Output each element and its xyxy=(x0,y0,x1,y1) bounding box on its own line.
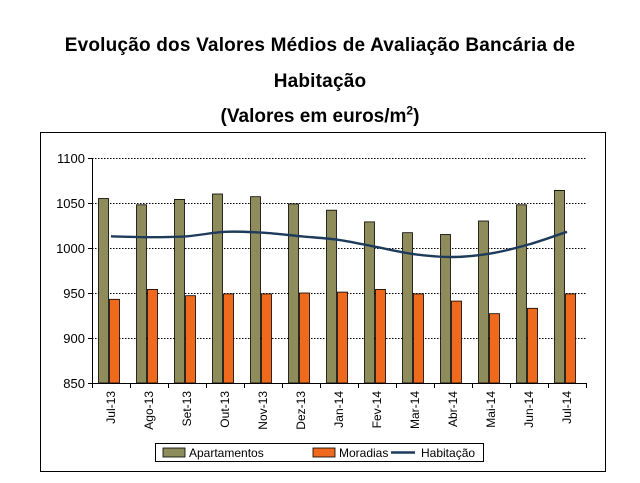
x-tick-label: Set-13 xyxy=(180,391,194,427)
bar-moradias-mar-14 xyxy=(413,293,424,384)
subtitle-end: ) xyxy=(413,106,420,127)
x-tick-label: Dez-13 xyxy=(294,391,308,430)
bars xyxy=(98,189,576,384)
chart-title-line2: Habitação xyxy=(273,71,367,92)
bar-apartamentos-set-13 xyxy=(174,198,185,384)
bar-moradias-abr-14 xyxy=(451,300,462,384)
bar-moradias-jun-14 xyxy=(527,307,538,384)
legend-label-apartamentos: Apartamentos xyxy=(189,446,264,460)
bar-apartamentos-jul-14 xyxy=(554,189,565,384)
bar-apartamentos-nov-13 xyxy=(250,196,261,384)
x-tick-label: Jul-13 xyxy=(104,391,118,424)
legend-swatch-moradias xyxy=(312,447,336,458)
chart-frame xyxy=(40,132,606,472)
y-tick-label: 900 xyxy=(63,331,85,346)
axes: 850 900 950 1000 1050 1100 Jul-13 Ago-13 Set-13 O… xyxy=(56,151,587,430)
bar-moradias-nov-13 xyxy=(261,293,272,384)
y-tick-label: 1000 xyxy=(56,241,85,256)
bar-apartamentos-ago-13 xyxy=(136,204,147,384)
bar-moradias-jul-13 xyxy=(109,298,120,384)
y-tick-label: 850 xyxy=(63,376,85,391)
bar-moradias-dez-13 xyxy=(299,292,310,384)
bar-moradias-fev-14 xyxy=(375,288,386,384)
x-tick-label: Abr-14 xyxy=(446,391,460,427)
chart-title-line1: Evolução dos Valores Médios de Avaliação… xyxy=(64,35,576,56)
bar-moradias-mai-14 xyxy=(489,313,500,384)
bar-moradias-jul-14 xyxy=(565,293,576,384)
x-tick-label: Jun-14 xyxy=(522,391,536,428)
line-series xyxy=(110,230,568,259)
x-tick-label: Ago-13 xyxy=(142,391,156,430)
x-tick-label: Nov-13 xyxy=(256,391,270,430)
subtitle-superscript: 2 xyxy=(406,103,414,118)
bar-apartamentos-mai-14 xyxy=(478,220,489,384)
line-habitação xyxy=(110,230,568,259)
bar-moradias-ago-13 xyxy=(147,288,158,384)
x-tick-label: Jan-14 xyxy=(332,391,346,428)
chart-title-block: Evolução dos Valores Médios de Avaliação… xyxy=(0,28,640,134)
chart-subtitle: (Valores em euros/m2) xyxy=(0,100,640,134)
subtitle-main: (Valores em euros/m xyxy=(220,106,407,127)
x-tick-label: Jul-14 xyxy=(560,391,574,424)
bar-apartamentos-dez-13 xyxy=(288,203,299,384)
bar-moradias-set-13 xyxy=(185,295,196,384)
x-tick-label: Out-13 xyxy=(218,391,232,428)
x-tick-label: Fev-14 xyxy=(370,391,384,429)
bar-apartamentos-jan-14 xyxy=(326,209,337,384)
bar-moradias-out-13 xyxy=(223,293,234,384)
y-tick-label: 1100 xyxy=(57,151,85,166)
bar-apartamentos-jul-13 xyxy=(98,198,109,384)
bar-apartamentos-mar-14 xyxy=(402,232,413,384)
legend: Apartamentos Moradias Habitação xyxy=(155,443,484,462)
x-tick-label: Mai-14 xyxy=(484,391,498,428)
bar-moradias-jan-14 xyxy=(337,291,348,384)
legend-swatch-apartamentos xyxy=(162,447,186,458)
x-tick-label: Mar-14 xyxy=(408,391,422,429)
bar-apartamentos-out-13 xyxy=(212,193,223,384)
bar-apartamentos-jun-14 xyxy=(516,204,527,384)
legend-label-habitação: Habitação xyxy=(421,446,475,460)
legend-label-moradias: Moradias xyxy=(339,446,388,460)
y-tick-label: 1050 xyxy=(56,196,85,211)
y-tick-label: 950 xyxy=(63,286,85,301)
